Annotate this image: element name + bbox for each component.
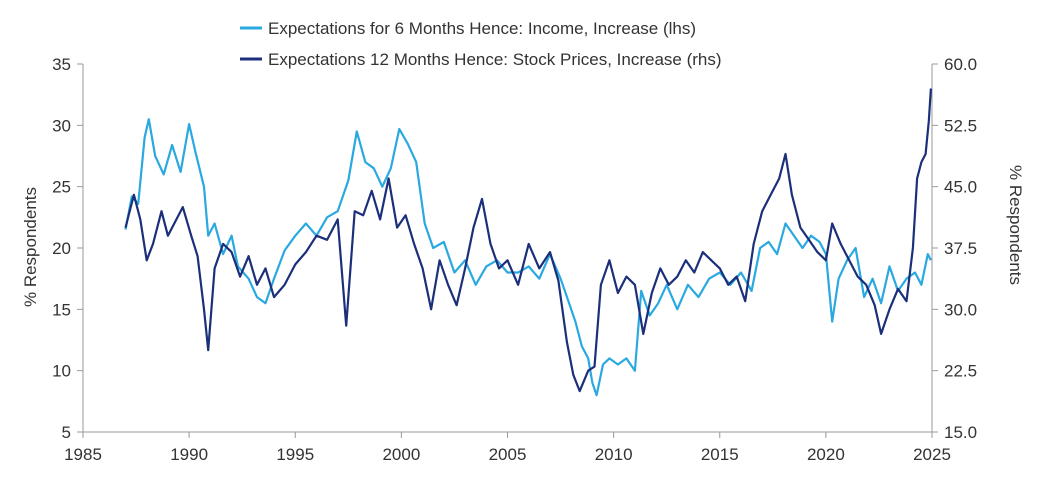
x-tick-label: 2005 — [489, 445, 527, 464]
series-line-income — [124, 118, 932, 397]
right-y-tick-label: 30.0 — [944, 300, 977, 319]
right-y-tick-label: 37.5 — [944, 239, 977, 258]
series-line-stock-prices — [124, 88, 932, 393]
left-y-axis-ticks: 5 10 15 20 25 30 35 — [52, 55, 83, 442]
x-tick-label: 1985 — [64, 445, 102, 464]
left-y-tick-label: 5 — [62, 423, 71, 442]
right-y-axis-ticks: 15.0 22.5 30.0 37.5 45.0 52.5 60.0 — [932, 55, 977, 442]
right-y-tick-label: 15.0 — [944, 423, 977, 442]
x-tick-label: 2015 — [701, 445, 739, 464]
right-y-axis-title: % Respondents — [1006, 165, 1025, 285]
right-y-tick-label: 60.0 — [944, 55, 977, 74]
left-y-tick-label: 10 — [52, 362, 71, 381]
right-y-tick-label: 22.5 — [944, 362, 977, 381]
left-y-tick-label: 15 — [52, 300, 71, 319]
right-y-tick-label: 45.0 — [944, 178, 977, 197]
left-y-tick-label: 30 — [52, 116, 71, 135]
x-tick-label: 2020 — [807, 445, 845, 464]
left-y-tick-label: 20 — [52, 239, 71, 258]
left-y-tick-label: 25 — [52, 178, 71, 197]
x-tick-label: 2010 — [595, 445, 633, 464]
x-tick-label: 2025 — [913, 445, 951, 464]
x-axis-ticks: 1985 1990 1995 2000 2005 2010 2015 2020 2025 — [64, 432, 951, 464]
legend-label-income: Expectations for 6 Months Hence: Income,… — [268, 19, 696, 38]
x-tick-label: 2000 — [382, 445, 420, 464]
right-y-tick-label: 52.5 — [944, 116, 977, 135]
series-layer — [124, 88, 932, 397]
x-tick-label: 1990 — [170, 445, 208, 464]
legend: Expectations for 6 Months Hence: Income,… — [240, 19, 722, 69]
left-y-tick-label: 35 — [52, 55, 71, 74]
left-y-axis-title: % Respondents — [21, 187, 40, 307]
x-tick-label: 1995 — [276, 445, 314, 464]
legend-label-stock-prices: Expectations 12 Months Hence: Stock Pric… — [268, 50, 722, 69]
